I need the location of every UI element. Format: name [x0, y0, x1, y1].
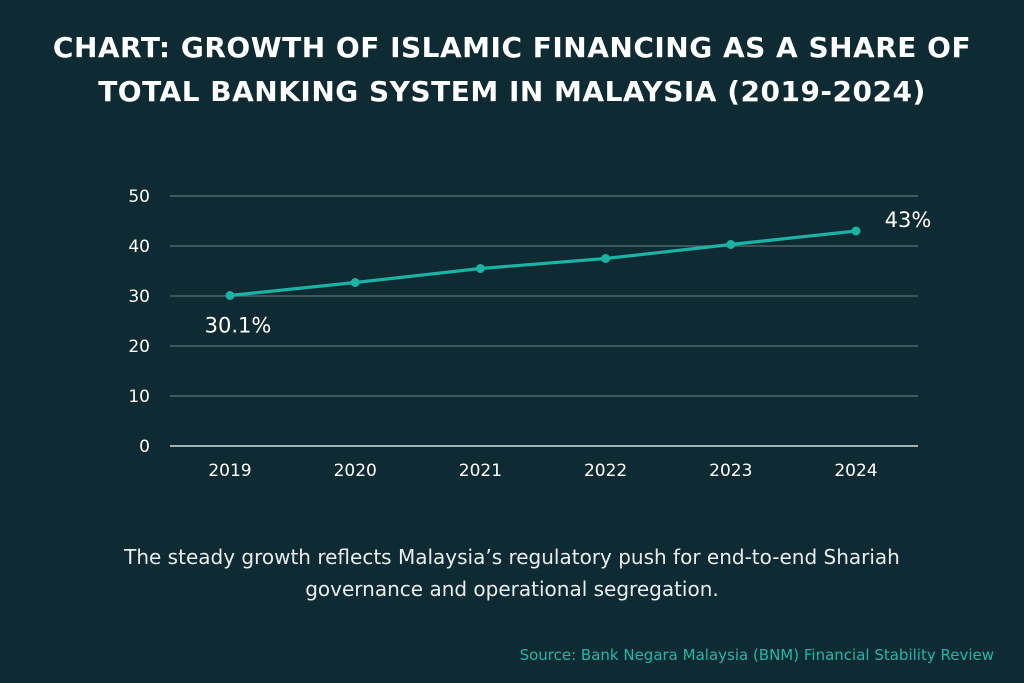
- x-tick-label: 2019: [208, 461, 251, 481]
- chart-title-line-1: CHART: GROWTH OF ISLAMIC FINANCING AS A …: [52, 31, 972, 64]
- y-axis-tick-labels: 0 10 20 30 40 50: [128, 187, 150, 457]
- y-tick-label: 30: [128, 287, 150, 307]
- data-point: [726, 240, 736, 249]
- x-axis-tick-labels: 2019 2020 2021 2022 2023 2024: [208, 461, 877, 481]
- source-note: Source: Bank Negara Malaysia (BNM) Finan…: [519, 646, 994, 664]
- data-point: [350, 278, 360, 287]
- data-point: [225, 291, 235, 300]
- data-point: [601, 254, 611, 263]
- y-tick-label: 20: [128, 337, 150, 357]
- x-tick-label: 2023: [709, 461, 752, 481]
- x-tick-label: 2020: [334, 461, 377, 481]
- series-line: [228, 229, 858, 298]
- chart-title: CHART: GROWTH OF ISLAMIC FINANCING AS A …: [40, 26, 984, 114]
- data-point: [851, 226, 861, 236]
- y-tick-label: 50: [128, 187, 150, 207]
- chart-caption: The steady growth reflects Malaysia’s re…: [40, 541, 984, 605]
- x-tick-label: 2024: [834, 461, 877, 481]
- data-label: 43%: [885, 208, 932, 232]
- series-layer: [225, 226, 861, 300]
- chart-title-line-2: TOTAL BANKING SYSTEM IN MALAYSIA (2019-2…: [98, 75, 926, 108]
- grid-lines: [170, 195, 918, 447]
- y-tick-label: 10: [128, 387, 150, 407]
- caption-line-1: The steady growth reflects Malaysia’s re…: [124, 545, 900, 569]
- x-tick-label: 2022: [584, 461, 627, 481]
- y-tick-label: 40: [128, 237, 150, 257]
- caption-line-2: governance and operational segregation.: [305, 577, 719, 601]
- x-tick-label: 2021: [459, 461, 502, 481]
- data-label: 30.1%: [205, 314, 272, 338]
- y-tick-label: 0: [139, 437, 150, 457]
- data-point: [475, 264, 485, 273]
- data-labels: 30.1% 43%: [205, 208, 932, 338]
